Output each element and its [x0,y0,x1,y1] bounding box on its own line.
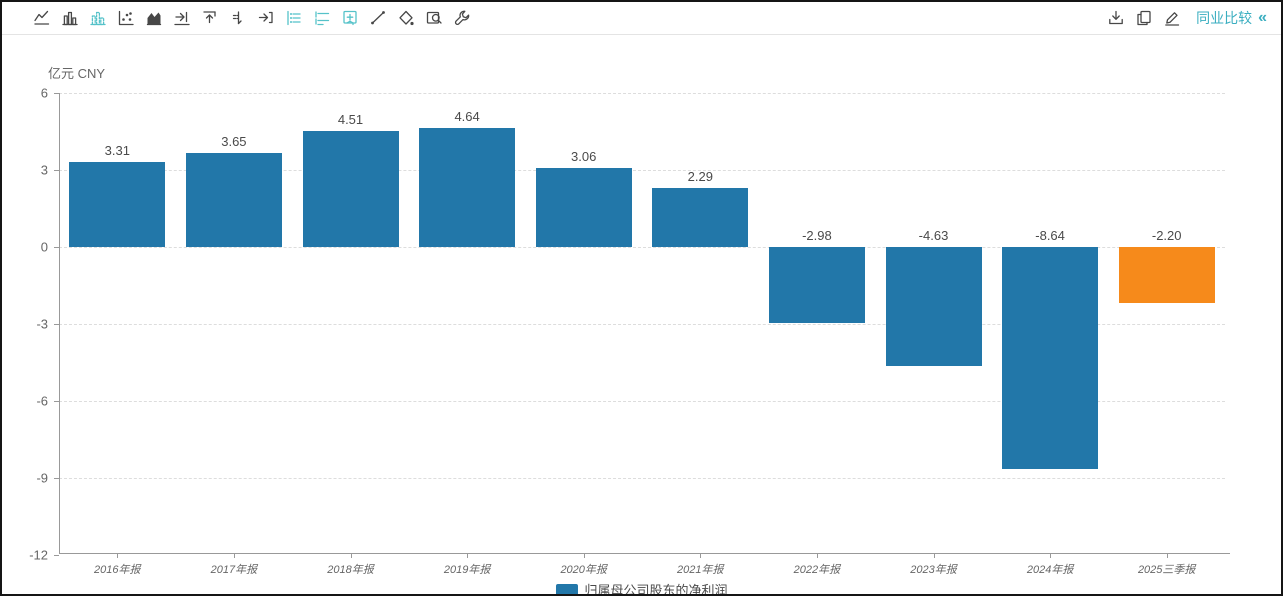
y-axis-tick [54,170,59,171]
y-axis-label: 0 [40,239,48,255]
x-axis-tick [350,553,352,558]
bar-2023年报[interactable] [885,247,982,366]
line-chart-icon[interactable] [33,9,51,27]
y-axis-tick [54,555,59,556]
edit-icon[interactable] [1163,9,1181,27]
bar-2018年报[interactable] [302,131,399,247]
area-chart-icon[interactable] [145,9,163,27]
x-axis-label: 2016年报 [94,564,141,576]
x-axis-label: 2024年报 [1026,564,1074,576]
x-axis-tick [117,553,119,558]
export-right-icon[interactable] [257,9,275,27]
column-chart-icon[interactable] [61,9,79,27]
x-axis-label: 2018年报 [327,564,374,576]
gridline [59,478,1225,479]
y-axis-tick [54,324,59,325]
bar-value-label: -8.64 [1035,228,1065,243]
y-axis-unit-label: 亿元 CNY [48,66,106,81]
legend-list-icon[interactable] [285,9,303,27]
x-axis-tick [700,553,702,558]
y-axis-line [59,93,60,553]
legend-label: 归属母公司股东的净利润 [584,583,728,596]
bar-2019年报[interactable] [419,127,516,247]
x-axis-label: 2023年报 [910,564,957,576]
bar-2016年报[interactable] [69,162,166,247]
legend-item[interactable]: 归属母公司股东的净利润 [555,580,728,596]
bar-2017年报[interactable] [185,153,282,247]
x-axis-label: 2025三季报 [1137,564,1196,576]
gridline [59,93,1225,94]
shift-right-icon[interactable] [173,9,191,27]
chart-toolbar: 同业比较 « [2,2,1281,35]
x-axis-tick [1050,553,1052,558]
y-axis-tick [54,247,59,248]
wrench-icon[interactable] [453,9,471,27]
bar-2020年报[interactable] [535,168,632,247]
x-axis-tick [467,553,469,558]
download-icon[interactable] [1107,9,1125,27]
shift-top-icon[interactable] [201,9,219,27]
toolbar-right-icons [1102,9,1186,27]
bar-value-label: -2.98 [802,228,832,243]
bar-2024年报[interactable] [1002,247,1099,469]
gridline [59,170,1225,171]
x-axis-label: 2020年报 [560,564,607,576]
x-axis-label: 2022年报 [793,564,841,576]
copy-icon[interactable] [1135,9,1153,27]
gridline [59,247,1225,248]
y-axis-label: -3 [36,316,48,332]
x-axis-tick [583,553,585,558]
x-axis-tick [1166,553,1168,558]
bar-value-label: 3.06 [571,149,597,165]
x-axis-label: 2021年报 [677,564,724,576]
y-axis-label: -6 [36,393,48,409]
y-axis-tick [54,401,59,402]
bar-2022年报[interactable] [768,247,865,324]
bar-value-label: -2.20 [1151,228,1182,243]
x-axis-tick [933,553,935,558]
bar-value-label: 3.31 [104,143,130,159]
trend-line-icon[interactable] [369,9,387,27]
y-axis-label: 6 [40,85,48,101]
bar-value-label: 3.65 [221,134,247,150]
x-axis-tick [233,553,235,558]
toolbar-left-group [2,9,476,27]
y-axis-tick [54,93,59,94]
gridline [59,324,1225,325]
y-axis-label: 3 [40,162,48,178]
y-axis-tick [54,478,59,479]
x-axis-label: 2017年报 [210,564,258,576]
toolbar-right-group: 同业比较 « [1102,8,1281,28]
scatter-chart-icon[interactable] [117,9,135,27]
fill-color-icon[interactable] [397,9,415,27]
chart-plot-area: 亿元 CNY 6 3 0 -3 -6 -9 -12 3.31 2016年报 3.65 2017年报 4… [2,35,1281,594]
y-axis-label: -9 [36,470,48,486]
bar-value-label: 4.51 [337,112,364,128]
collapse-panel-icon[interactable]: « [1258,9,1267,26]
bar-2021年报[interactable] [652,188,749,247]
add-flag-icon[interactable] [341,9,359,27]
y-axis-label: -12 [29,547,48,563]
bar-2025三季报[interactable] [1118,247,1215,304]
x-axis-tick [816,553,818,558]
x-axis-label: 2019年报 [443,564,491,576]
zoom-area-icon[interactable] [425,9,443,27]
gridline [59,401,1225,402]
x-axis-line [59,553,1230,554]
axis-baseline-icon[interactable] [229,9,247,27]
bar-value-label: 4.64 [454,108,480,124]
horizontal-lines-icon[interactable] [313,9,331,27]
dashed-column-chart-icon[interactable] [89,9,107,27]
legend-color-swatch [555,583,578,594]
peer-compare-link[interactable]: 同业比较 [1196,10,1253,26]
bar-value-label: 2.29 [687,169,713,185]
bar-value-label: -4.63 [918,228,949,243]
